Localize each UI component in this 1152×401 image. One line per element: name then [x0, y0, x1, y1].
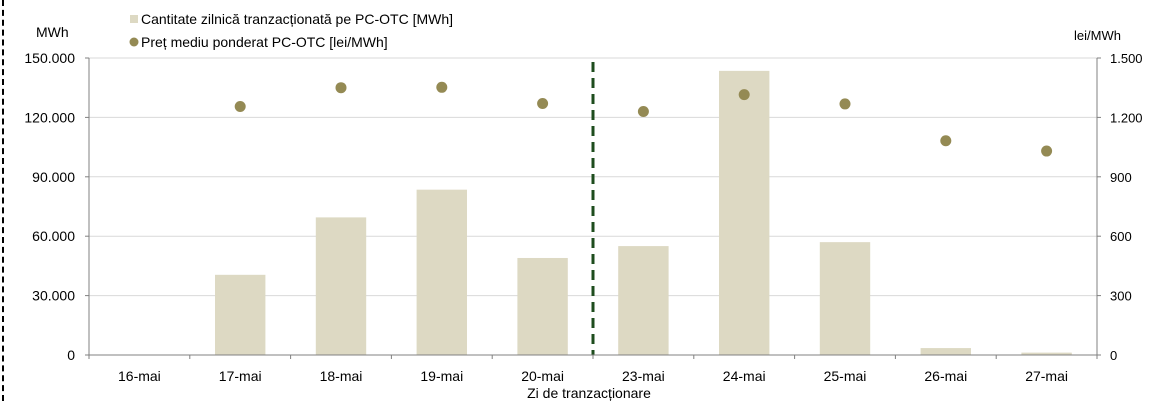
- y2-tick-label: 900: [1110, 170, 1132, 185]
- legend-point-label: Preț mediu ponderat PC-OTC [lei/MWh]: [141, 34, 388, 50]
- bar: [819, 242, 871, 355]
- x-tick-label: 24-mai: [723, 368, 766, 384]
- y-tick-label: 120.000: [24, 109, 75, 125]
- x-tick-label: 25-mai: [824, 368, 867, 384]
- bar-series: [215, 70, 1072, 356]
- x-tick-label: 19-mai: [420, 368, 463, 384]
- y-tick-label: 90.000: [32, 169, 75, 185]
- y-axis-label: MWh: [36, 24, 69, 40]
- y-tick-label: 60.000: [32, 228, 75, 244]
- data-point: [839, 98, 851, 110]
- y2-tick-label: 600: [1110, 229, 1132, 244]
- x-tick-label: 20-mai: [521, 368, 564, 384]
- y-tick-label: 30.000: [32, 288, 75, 304]
- legend-bar-label: Cantitate zilnică tranzacționată pe PC-O…: [141, 11, 453, 27]
- bar: [416, 189, 467, 355]
- left-dashed-border: [2, 0, 4, 401]
- y-tick-label: 150.000: [24, 50, 75, 66]
- x-axis-label: Zi de tranzacționare: [527, 385, 651, 401]
- bar: [215, 274, 266, 355]
- y2-tick-label: 0: [1110, 348, 1117, 363]
- legend: Cantitate zilnică tranzacționată pe PC-O…: [129, 11, 453, 50]
- data-point: [940, 135, 952, 147]
- x-tick-label: 17-mai: [219, 368, 262, 384]
- bar: [920, 348, 971, 355]
- bar: [618, 246, 669, 355]
- data-point: [1041, 145, 1053, 157]
- x-tick-label: 16-mai: [118, 368, 161, 384]
- y2-tick-label: 1.200: [1110, 110, 1143, 125]
- data-point: [738, 89, 750, 101]
- x-tick-label: 27-mai: [1025, 368, 1068, 384]
- data-point: [234, 101, 246, 113]
- legend-point-swatch: [129, 37, 139, 47]
- data-point: [637, 105, 649, 117]
- data-point: [335, 82, 347, 94]
- x-tick-label: 18-mai: [320, 368, 363, 384]
- x-tick-label: 26-mai: [924, 368, 967, 384]
- point-series: [234, 81, 1053, 157]
- bar: [719, 70, 770, 356]
- y2-axis-label: lei/MWh: [1074, 28, 1121, 43]
- axes: 0 0 30.000 300 60.000 600 90.000 900 120.000 1.20…: [24, 50, 1142, 384]
- x-tick-label: 23-mai: [622, 368, 665, 384]
- bar: [1021, 352, 1072, 355]
- legend-bar-swatch: [130, 15, 138, 23]
- y-tick-label: 0: [67, 347, 75, 363]
- bar: [315, 217, 367, 355]
- y2-tick-label: 300: [1110, 289, 1132, 304]
- y2-tick-label: 1.500: [1110, 51, 1143, 66]
- data-point: [537, 98, 549, 110]
- bar: [517, 257, 568, 355]
- data-point: [436, 81, 448, 93]
